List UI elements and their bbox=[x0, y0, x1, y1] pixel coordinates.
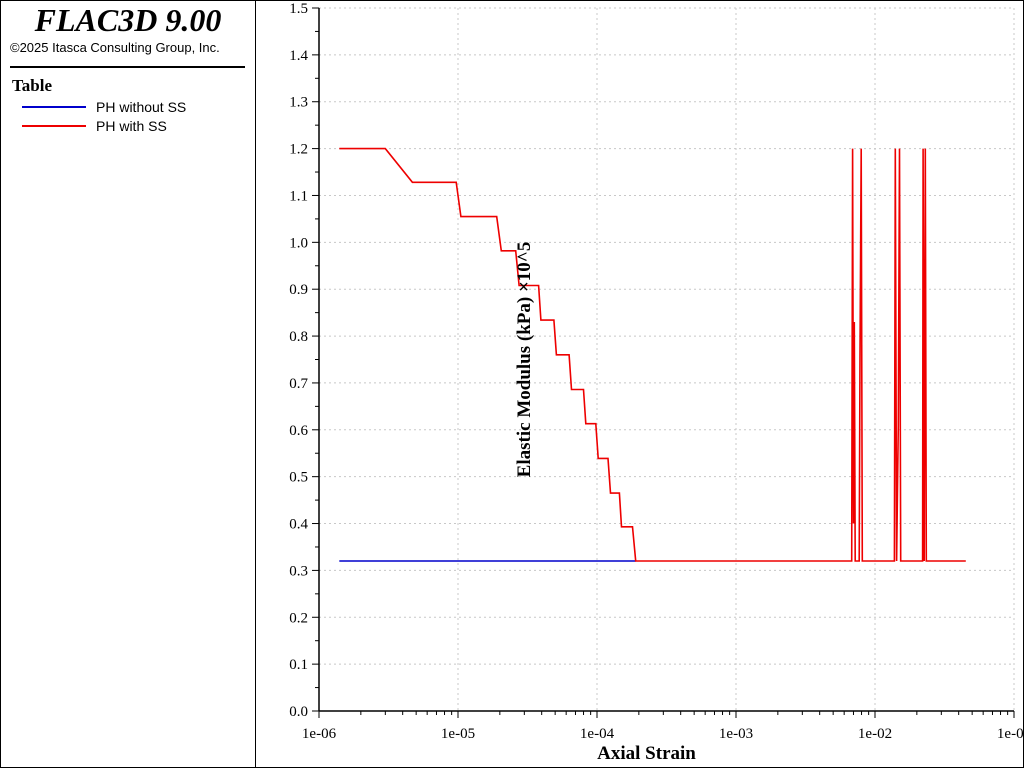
x-tick-label: 1e-03 bbox=[719, 726, 753, 742]
y-axis-label: Elastic Modulus (kPa) ×10^5 bbox=[514, 242, 535, 478]
x-tick-label: 1e-01 bbox=[997, 726, 1024, 742]
y-tick-label: 0.2 bbox=[289, 610, 308, 626]
y-tick-label: 0.4 bbox=[289, 517, 308, 533]
y-tick-label: 0.3 bbox=[289, 563, 308, 579]
legend-item-ph-with-ss[interactable]: PH with SS bbox=[22, 118, 242, 134]
x-tick-label: 1e-05 bbox=[441, 726, 475, 742]
y-tick-label: 1.0 bbox=[289, 235, 308, 251]
legend-swatch-ph-without-ss bbox=[22, 106, 86, 108]
y-tick-label: 0.9 bbox=[289, 282, 308, 298]
legend-swatch-ph-with-ss bbox=[22, 125, 86, 127]
legend-label-ph-with-ss: PH with SS bbox=[96, 118, 167, 134]
y-tick-label: 0.5 bbox=[289, 470, 308, 486]
legend-item-ph-without-ss[interactable]: PH without SS bbox=[22, 99, 242, 115]
legend-panel: FLAC3D 9.00 ©2025 Itasca Consulting Grou… bbox=[0, 0, 256, 768]
y-tick-label: 1.4 bbox=[289, 48, 308, 64]
y-tick-label: 1.2 bbox=[289, 142, 308, 158]
legend-heading: Table bbox=[12, 76, 53, 95]
y-tick-label: 1.1 bbox=[289, 188, 308, 204]
chart-area[interactable]: 0.0 0.1 0.2 0.3 0.4 0.5 0.6 0.7 0.8 0.9 1.0 1.1 1.2 1… bbox=[256, 0, 1024, 768]
x-tick-label: 1e-04 bbox=[580, 726, 615, 742]
copyright-text: ©2025 Itasca Consulting Group, Inc. bbox=[10, 40, 220, 55]
x-tick-label: 1e-02 bbox=[858, 726, 892, 742]
x-tick-label: 1e-06 bbox=[302, 726, 337, 742]
y-tick-label: 0.1 bbox=[289, 657, 308, 673]
y-tick-label: 0.6 bbox=[289, 423, 308, 439]
y-tick-label: 0.8 bbox=[289, 329, 308, 345]
x-axis-label: Axial Strain bbox=[597, 743, 696, 764]
y-tick-label: 0.0 bbox=[289, 704, 308, 720]
series-line-ph-with-ss bbox=[339, 147, 966, 562]
legend-label-ph-without-ss: PH without SS bbox=[96, 99, 187, 115]
divider bbox=[10, 66, 245, 68]
y-tick-label: 1.5 bbox=[289, 1, 308, 17]
y-tick-label: 0.7 bbox=[289, 376, 308, 392]
y-tick-label: 1.3 bbox=[289, 95, 308, 111]
app-title: FLAC3D 9.00 bbox=[34, 2, 222, 38]
